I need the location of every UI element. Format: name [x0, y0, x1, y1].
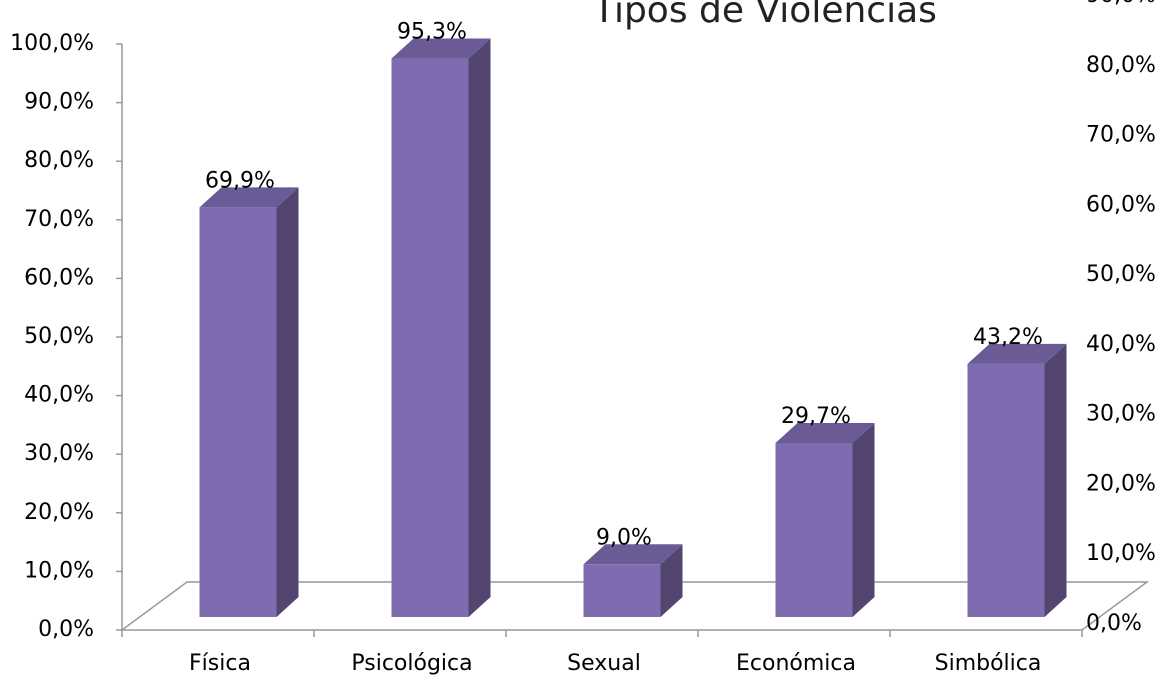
bar [391, 58, 469, 618]
y-tick-label: 10,0% [24, 558, 94, 583]
floor [119, 581, 1150, 631]
bar-top [583, 544, 683, 565]
bar [967, 363, 1045, 617]
y2-tick-label: 70,0% [1086, 123, 1156, 148]
bar-side [852, 422, 875, 617]
y2-tick-label: 40,0% [1086, 332, 1156, 357]
bar-top [199, 187, 299, 208]
bar-side [468, 38, 491, 618]
y-tick-label: 70,0% [24, 207, 94, 232]
data-label: 43,2% [973, 325, 1043, 350]
y-tick-label: 80,0% [24, 148, 94, 173]
y-tick-label: 40,0% [24, 383, 94, 408]
x-tick-label: Económica [736, 651, 856, 676]
y-tick-label: 60,0% [24, 265, 94, 290]
y2-tick-label: 50,0% [1086, 262, 1156, 287]
y2-tick-label: 60,0% [1086, 192, 1156, 217]
bar [775, 442, 853, 617]
data-label: 95,3% [397, 20, 467, 45]
bar-top [775, 422, 875, 443]
y2-tick-label: 80,0% [1086, 53, 1156, 78]
y2-tick-label: 20,0% [1086, 471, 1156, 496]
y2-tick-label: 90,0% [1086, 0, 1156, 8]
bar [199, 207, 277, 618]
y-tick-label: 50,0% [24, 324, 94, 349]
y2-tick-label: 30,0% [1086, 402, 1156, 427]
bar-top [391, 38, 491, 59]
y-tick-label: 90,0% [24, 90, 94, 115]
bar-side [1044, 343, 1067, 617]
bar-side [660, 544, 683, 617]
bar [583, 564, 661, 617]
y-tick-label: 20,0% [24, 500, 94, 525]
chart-title: Tipos de Violencias [592, 0, 937, 31]
y2-tick-label: 10,0% [1086, 541, 1156, 566]
x-tick-label: Simbólica [935, 651, 1042, 676]
y-tick-label: 0,0% [38, 617, 94, 642]
x-tick-label: Física [189, 651, 251, 676]
y2-tick-label: 0,0% [1086, 611, 1142, 636]
data-label: 69,9% [205, 168, 275, 193]
x-tick-label: Sexual [567, 651, 641, 676]
data-label: 9,0% [596, 525, 652, 550]
data-label: 29,7% [781, 404, 851, 429]
bar-side [276, 187, 299, 618]
y-tick-label: 30,0% [24, 441, 94, 466]
bar-top [967, 343, 1067, 364]
x-tick-label: Psicológica [351, 651, 472, 676]
y-tick-label: 100,0% [10, 31, 94, 56]
